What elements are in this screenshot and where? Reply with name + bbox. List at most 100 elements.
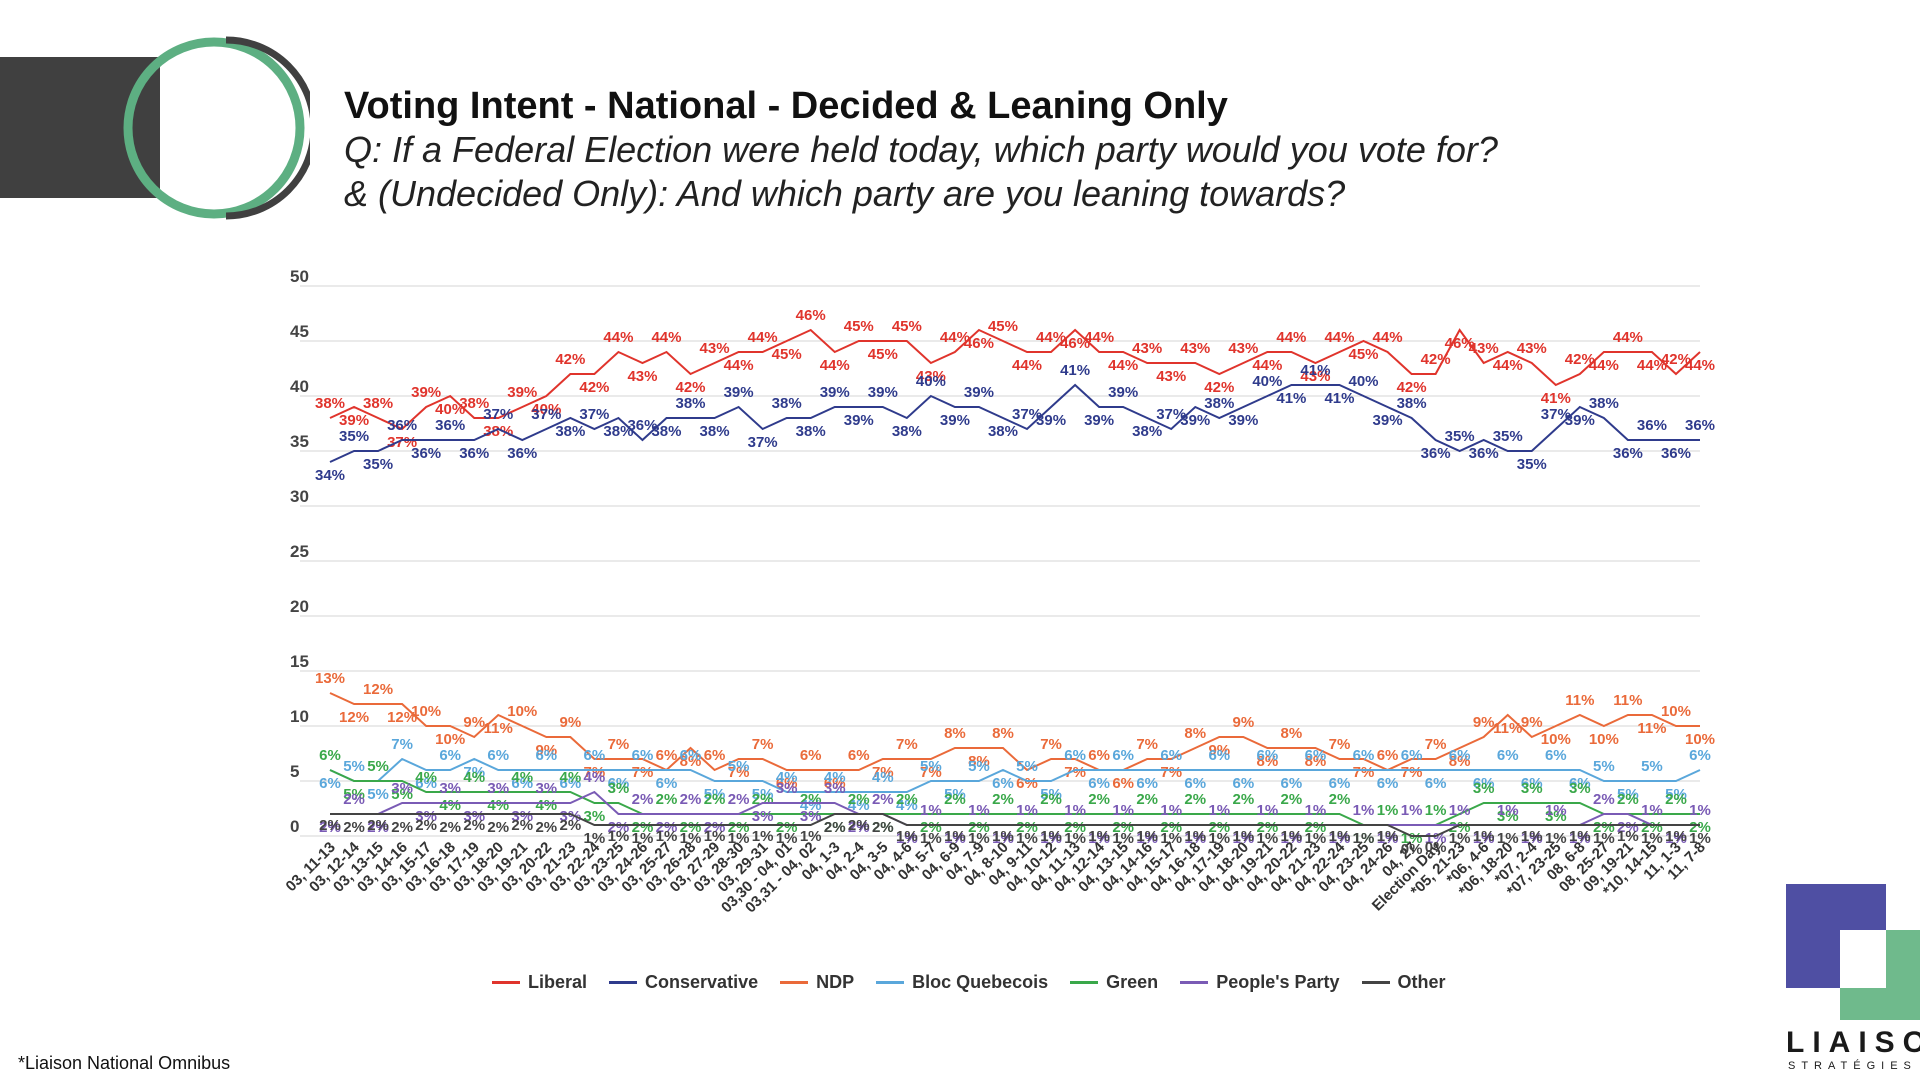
data-label: 5%: [343, 758, 365, 775]
data-label: 2%: [439, 819, 461, 836]
data-label: 1%: [1184, 830, 1206, 847]
data-label: 36%: [459, 445, 489, 462]
data-label: 12%: [387, 709, 417, 726]
legend-label: Green: [1106, 972, 1159, 992]
data-label: 11%: [484, 720, 513, 737]
data-label: 2%: [1617, 819, 1639, 836]
data-label: 40%: [916, 373, 946, 390]
data-label: 6%: [1377, 775, 1399, 792]
data-label: 1%: [632, 830, 654, 847]
data-label: 38%: [1589, 395, 1619, 412]
data-label: 42%: [579, 379, 609, 396]
data-label: 7%: [1329, 736, 1351, 753]
data-label: 44%: [1108, 357, 1138, 374]
data-label: 2%: [824, 819, 846, 836]
data-label: 46%: [796, 307, 826, 324]
data-label: 2%: [1232, 791, 1254, 808]
data-label: 3%: [800, 808, 822, 825]
data-label: 2%: [319, 819, 341, 836]
data-label: 6%: [1257, 747, 1279, 764]
data-label: 5%: [1040, 786, 1062, 803]
y-tick-label: 35: [290, 432, 309, 451]
data-label: 6%: [415, 775, 437, 792]
series-line: [329, 328, 1701, 431]
data-label: 2%: [1665, 791, 1687, 808]
data-label: 2%: [1160, 819, 1182, 836]
data-label: 37%: [531, 406, 561, 423]
data-label: 6%: [1353, 747, 1375, 764]
data-label: 1%: [1160, 830, 1182, 847]
data-label: 6%: [1401, 747, 1423, 764]
data-label: 37%: [579, 406, 609, 423]
data-label: 6%: [1329, 775, 1351, 792]
data-label: 7%: [752, 736, 774, 753]
data-label: 3%: [608, 780, 630, 797]
data-label: 40%: [1252, 373, 1282, 390]
data-label: 6%: [584, 747, 606, 764]
data-label: 4%: [511, 769, 533, 786]
data-label: 2%: [367, 817, 389, 834]
data-label: 1%: [728, 830, 750, 847]
data-label: 39%: [1036, 412, 1066, 429]
data-label: 1%: [1521, 828, 1543, 845]
data-label: 39%: [964, 384, 994, 401]
data-label: 5%: [343, 786, 365, 803]
data-label: 1%: [584, 830, 606, 847]
data-label: 2%: [848, 817, 870, 834]
data-label: 39%: [1565, 412, 1595, 429]
brand-name: LIAISON: [1786, 1026, 1920, 1059]
data-label: 36%: [435, 417, 465, 434]
data-label: 45%: [988, 318, 1018, 335]
data-label: 38%: [363, 395, 393, 412]
data-label: 35%: [1445, 428, 1475, 445]
data-label: 1%: [1641, 830, 1663, 847]
data-label: 44%: [1589, 357, 1619, 374]
data-label: 40%: [1348, 373, 1378, 390]
data-label: 2%: [608, 819, 630, 836]
data-label: 42%: [1661, 351, 1691, 368]
data-label: 2%: [1257, 819, 1279, 836]
data-label: 36%: [1613, 445, 1643, 462]
data-label: 6%: [1521, 775, 1543, 792]
data-label: 1%: [1377, 802, 1399, 819]
data-label: 6%: [1160, 747, 1182, 764]
data-label: 6%: [1497, 747, 1519, 764]
data-label: 1%: [1040, 830, 1062, 847]
data-label: 1%: [1545, 802, 1567, 819]
data-label: 43%: [1300, 368, 1330, 385]
data-label: 1%: [1329, 828, 1351, 845]
data-label: 5%: [367, 758, 389, 775]
data-label: 1%: [1184, 828, 1206, 845]
data-label: 2%: [1208, 819, 1230, 836]
data-label: 38%: [700, 423, 730, 440]
data-label: 38%: [555, 423, 585, 440]
legend-swatch: [876, 981, 905, 984]
series-line: [329, 757, 1701, 793]
data-label: 1%: [1689, 802, 1711, 819]
data-label: 46%: [1445, 335, 1475, 352]
y-tick-label: 40: [290, 377, 309, 396]
data-label: 6%: [1281, 775, 1303, 792]
data-label: 1%: [1473, 830, 1495, 847]
data-label: 7%: [872, 764, 894, 781]
data-label: 36%: [387, 417, 417, 434]
data-label: 44%: [651, 329, 681, 346]
data-label: 45%: [772, 346, 802, 363]
data-label: 1%: [1112, 830, 1134, 847]
data-label: 36%: [1637, 417, 1667, 434]
data-label: 1%: [1329, 830, 1351, 847]
data-label: 1%: [1497, 802, 1519, 819]
data-label: 2%: [319, 817, 341, 834]
data-label: 2%: [728, 791, 750, 808]
data-label: 8%: [1257, 753, 1279, 770]
data-label: 44%: [1613, 329, 1643, 346]
data-label: 5%: [704, 786, 726, 803]
data-label: 2%: [560, 817, 582, 834]
data-label: 44%: [1252, 357, 1282, 374]
data-label: 2%: [632, 791, 654, 808]
legend-item: Bloc Quebecois: [876, 972, 1048, 993]
data-label: 3%: [487, 780, 509, 797]
data-label: 8%: [944, 725, 966, 742]
data-label: 1%: [1449, 802, 1471, 819]
data-label: 6%: [1689, 747, 1711, 764]
